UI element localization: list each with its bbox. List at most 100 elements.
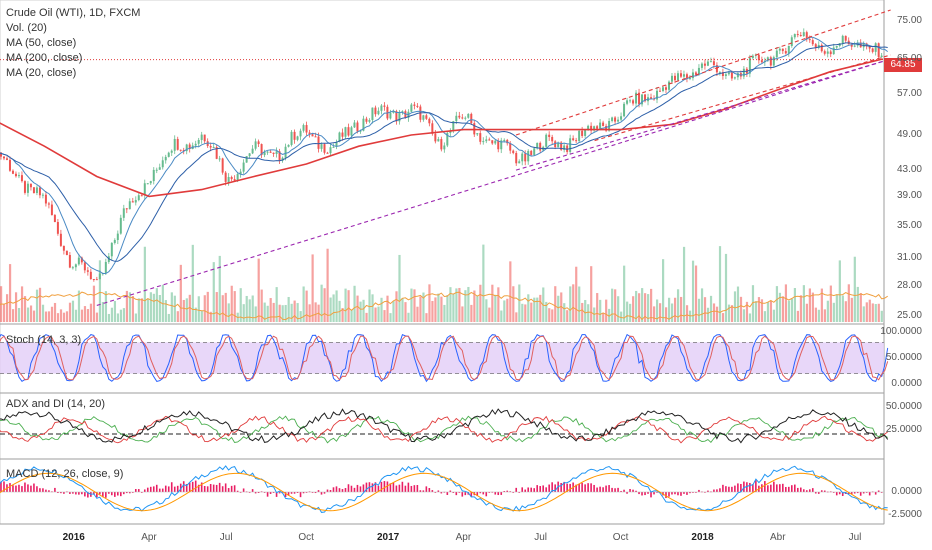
candle-body: [368, 120, 371, 122]
volume-bar: [119, 309, 123, 322]
macd-hist-bar: [737, 483, 739, 492]
stoch-tick-label: 50.0000: [885, 352, 922, 363]
macd-hist-bar: [197, 484, 200, 492]
volume-bar: [572, 284, 575, 322]
volume-bar: [599, 299, 602, 322]
volume-bar: [470, 304, 473, 322]
macd-hist-bar: [482, 492, 485, 495]
candle-body: [374, 107, 377, 115]
candle-body: [775, 50, 778, 58]
macd-hist-bar: [164, 485, 167, 492]
macd-hist-bar: [563, 481, 565, 492]
macd-hist-bar: [320, 492, 323, 495]
macd-hist-bar: [605, 485, 607, 492]
volume-bar: [266, 305, 269, 322]
macd-hist-bar: [500, 492, 503, 495]
candle-body: [38, 187, 41, 196]
candle-body: [350, 127, 353, 136]
volume-bar: [137, 298, 140, 322]
candle-body: [383, 105, 386, 107]
volume-bar: [104, 291, 108, 322]
volume-bar: [718, 246, 722, 322]
candle-body: [227, 177, 230, 182]
macd-hist-bar: [644, 492, 646, 496]
volume-bar: [775, 286, 779, 322]
volume-bar: [140, 298, 143, 322]
candle-body: [880, 55, 883, 57]
volume-bar: [128, 292, 131, 322]
volume-bar: [215, 292, 218, 322]
macd-hist-bar: [242, 488, 245, 492]
x-axis-label: 2018: [691, 532, 714, 543]
candle-body: [727, 72, 730, 75]
macd-hist-bar: [746, 482, 748, 492]
macd-hist-bar: [782, 483, 784, 492]
candle-body: [715, 65, 718, 73]
volume-bar: [557, 295, 560, 322]
macd-hist-bar: [344, 488, 347, 492]
macd-hist-bar: [476, 492, 479, 497]
volume-bar: [257, 258, 260, 322]
volume-bar: [820, 288, 823, 322]
candle-body: [829, 51, 832, 55]
volume-bar: [260, 289, 263, 322]
candle-body: [590, 125, 593, 131]
macd-signal-line: [0, 472, 888, 512]
candle-body: [736, 73, 739, 78]
macd-hist-bar: [194, 480, 197, 492]
candle-body: [5, 158, 8, 160]
candle-body: [742, 68, 745, 77]
macd-hist-bar: [431, 490, 434, 492]
candle-body: [473, 123, 476, 135]
adx-tick-label: 50.0000: [885, 401, 922, 412]
candle-body: [697, 67, 700, 75]
candle-body: [694, 72, 697, 75]
macd-hist-bar: [407, 482, 410, 492]
volume-bar: [383, 310, 386, 322]
price-tick-label: 39.00: [896, 190, 922, 202]
macd-hist-bar: [545, 487, 547, 492]
candle-body: [53, 215, 56, 223]
macd-hist-bar: [377, 485, 380, 492]
candle-body: [569, 138, 572, 152]
price-tick-label: 25.00: [896, 310, 922, 321]
macd-hist-bar: [554, 484, 556, 492]
macd-hist-bar: [779, 484, 781, 492]
volume-bar: [664, 307, 668, 322]
volume-bar: [125, 290, 128, 322]
candle-body: [823, 51, 826, 54]
volume-bar: [500, 310, 503, 322]
macd-hist-bar: [485, 492, 488, 497]
volume-bar: [467, 286, 470, 322]
volume-bar: [206, 291, 209, 322]
volume-bar: [296, 303, 299, 322]
macd-hist-bar: [734, 485, 736, 492]
volume-bar: [146, 298, 149, 322]
candle-body: [611, 117, 614, 121]
candle-body: [518, 161, 521, 164]
macd-hist-bar: [326, 489, 329, 492]
volume-bar: [548, 308, 551, 322]
volume-bar: [95, 312, 99, 322]
volume-bar: [377, 306, 380, 322]
volume-bar: [497, 287, 500, 322]
macd-hist-bar: [868, 492, 871, 496]
macd-hist-bar: [788, 486, 790, 492]
volume-bar: [251, 295, 254, 322]
volume-bar: [524, 304, 527, 322]
candle-body: [359, 130, 362, 132]
candle-body: [724, 74, 727, 77]
volume-bar: [724, 253, 728, 322]
macd-hist-bar: [359, 486, 362, 492]
volume-bar: [245, 295, 248, 322]
volume-bar: [868, 299, 871, 322]
candle-body: [395, 111, 398, 122]
macd-hist-bar: [470, 492, 473, 498]
macd-tick-label: -2.5000: [888, 509, 922, 521]
candle-body: [581, 130, 584, 136]
volume-bar: [437, 293, 440, 322]
macd-hist-bar: [862, 492, 865, 494]
candle-body: [676, 73, 679, 81]
volume-bar: [766, 302, 770, 322]
